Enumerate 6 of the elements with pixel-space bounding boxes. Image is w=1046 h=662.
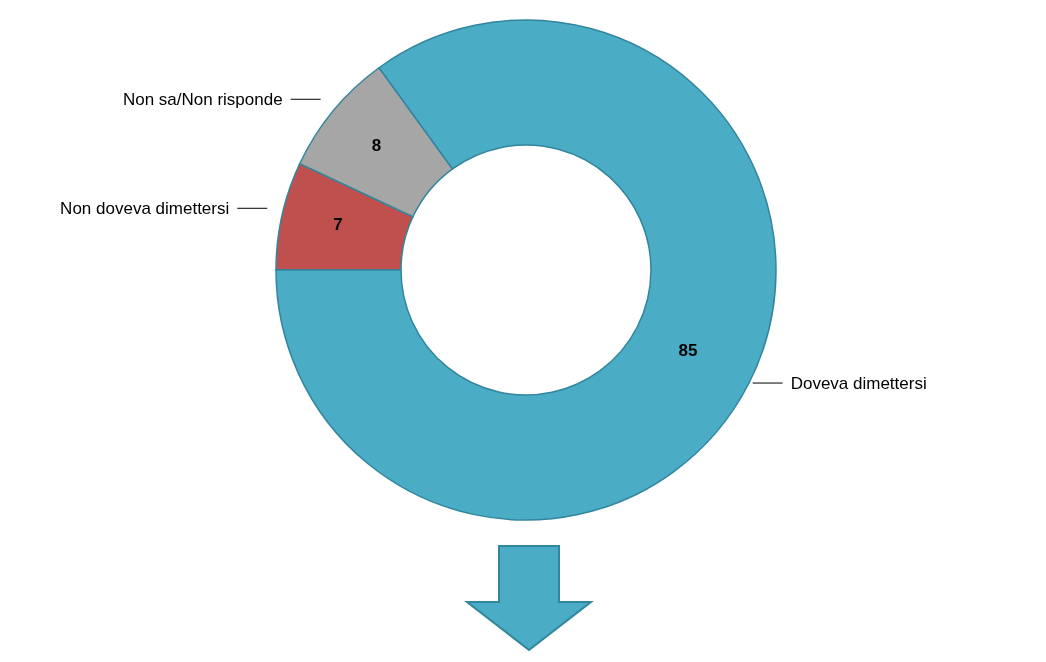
data-label: 85 (678, 340, 698, 360)
data-label: 7 (333, 214, 343, 234)
data-label: 8 (371, 135, 382, 155)
slice-label: Non doveva dimettersi (60, 198, 230, 218)
slice-label: Doveva dimettersi (790, 373, 927, 393)
slice-label: Non sa/Non risponde (122, 89, 283, 109)
